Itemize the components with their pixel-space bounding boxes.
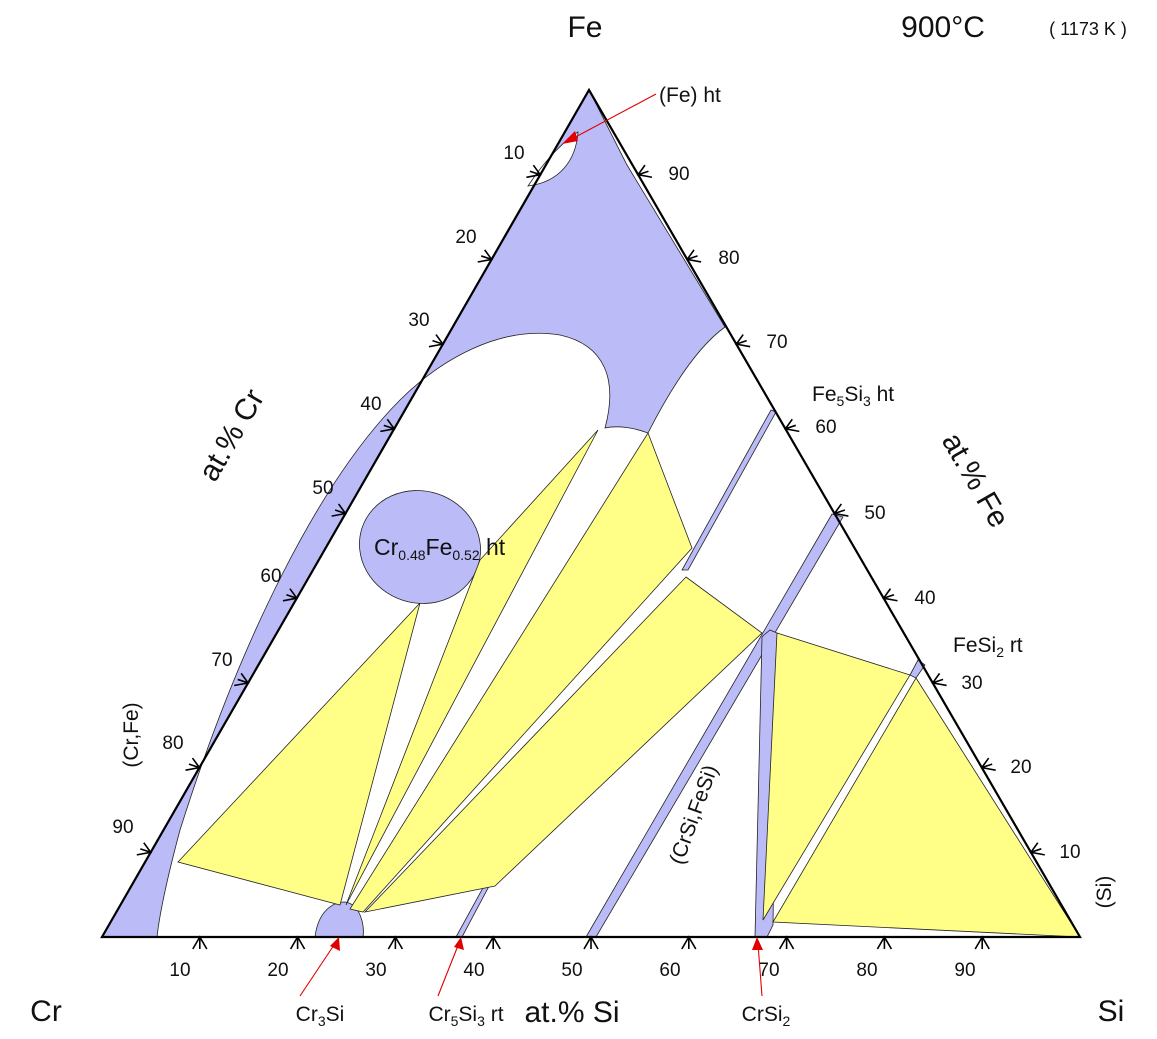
left-tick-label: 20	[455, 227, 476, 248]
right-tick-label: 40	[914, 588, 935, 609]
axis-tick	[477, 249, 493, 263]
axis-tick	[583, 935, 599, 950]
pointer-arrows	[299, 93, 763, 997]
three-phase-regions	[177, 429, 1081, 938]
corner-label-si: Si	[1098, 995, 1125, 1028]
axis-tick	[331, 503, 347, 517]
fesi2-band	[909, 659, 926, 679]
arrow-line-cr5si3	[437, 942, 460, 997]
right-tick-label: 90	[668, 164, 689, 185]
axis-tick	[282, 588, 299, 602]
bottom-tick-label: 80	[856, 960, 877, 981]
axis-tick	[876, 935, 893, 950]
axis-tick	[974, 935, 990, 950]
left-axis-ticks	[136, 164, 542, 856]
axis-title-cr: at.% Cr	[192, 384, 271, 487]
three-phase-crsi2-fesi2	[762, 632, 911, 921]
phase-label-cr3si: Cr3Si	[296, 1003, 345, 1029]
left-axis-tick-labels: 10 20 30 40 50 60 70 80 90	[112, 143, 524, 838]
bottom-tick-label: 50	[561, 960, 582, 981]
fe5si3-band	[681, 409, 777, 571]
left-tick-label: 90	[112, 817, 133, 838]
bottom-axis-tick-labels: 10 20 30 40 50 60 70 80 90	[169, 960, 975, 981]
arrow-head-crsi2	[752, 937, 763, 950]
axis-tick	[685, 249, 702, 263]
left-tick-label: 80	[162, 733, 183, 754]
axis-tick	[784, 418, 800, 433]
phase-label-cr5si3: Cr5Si3 rt	[428, 1003, 503, 1029]
axis-tick	[833, 503, 849, 517]
left-tick-label: 30	[408, 310, 429, 331]
three-phase-crsi2-fesi2-si	[772, 677, 1081, 938]
right-tick-label: 80	[718, 248, 739, 269]
bottom-tick-label: 70	[758, 960, 779, 981]
arrow-head-fe-ht	[562, 131, 578, 144]
axis-tick	[636, 164, 653, 179]
axis-title-si: at.% Si	[524, 996, 619, 1029]
temperature-kelvin: ( 1173 K )	[1049, 19, 1127, 39]
cr3si-region	[314, 901, 364, 938]
axis-tick	[185, 757, 201, 771]
arrow-head-cr5si3	[454, 937, 464, 950]
corner-label-cr: Cr	[30, 995, 62, 1028]
axis-tick	[931, 672, 947, 687]
bottom-tick-label: 20	[267, 960, 288, 981]
right-tick-label: 30	[961, 673, 982, 694]
axis-tick	[681, 935, 697, 950]
right-tick-label: 50	[864, 503, 885, 524]
right-tick-label: 10	[1059, 842, 1080, 863]
axis-tick	[734, 334, 751, 348]
phase-label-sigma: Cr0.48Fe0.52 ht	[374, 534, 506, 563]
axis-tick	[1029, 842, 1045, 856]
axis-tick	[380, 418, 396, 433]
phase-label-si: (Si)	[1093, 876, 1116, 909]
right-axis-ticks	[636, 164, 1045, 856]
axis-tick	[428, 334, 445, 348]
axis-tick	[234, 672, 250, 687]
right-tick-label: 20	[1010, 757, 1031, 778]
phase-label-crsi2: CrSi2	[742, 1003, 791, 1029]
axis-tick	[289, 935, 306, 950]
bottom-tick-label: 40	[463, 960, 484, 981]
axis-tick	[526, 164, 542, 179]
arrow-head-cr3si	[330, 937, 340, 951]
temperature-celsius: 900°C	[901, 11, 985, 44]
left-tick-label: 70	[211, 650, 232, 671]
left-tick-label: 50	[312, 478, 333, 499]
three-phase-cr3si-cr5si3-crsi	[363, 576, 763, 913]
axis-tick	[882, 588, 898, 602]
phase-label-crsi-fesi: (CrSi,FeSi)	[665, 762, 722, 867]
corner-label-fe: Fe	[567, 11, 602, 44]
arrow-line-crsi2	[757, 943, 763, 997]
left-tick-label: 60	[260, 566, 281, 587]
axis-tick	[485, 935, 501, 950]
bottom-tick-label: 10	[169, 960, 190, 981]
axis-title-fe: at.% Fe	[935, 427, 1015, 533]
arrow-line-cr3si	[299, 941, 337, 997]
right-tick-label: 70	[766, 332, 787, 353]
three-phase-sigma-cr3si-a	[345, 429, 599, 906]
bottom-tick-label: 60	[659, 960, 680, 981]
axis-tick	[778, 935, 795, 950]
phase-label-fe-ht: (Fe) ht	[659, 84, 721, 107]
axis-tick	[192, 935, 208, 950]
phase-label-crfe: (Cr,Fe)	[120, 702, 143, 767]
axis-tick	[387, 935, 404, 950]
right-axis-tick-labels: 10 20 30 40 50 60 70 80 90	[668, 164, 1080, 863]
axis-tick	[136, 842, 153, 856]
three-phase-crfe-sigma-cr3si	[177, 602, 421, 906]
right-tick-label: 60	[815, 417, 836, 438]
bottom-tick-label: 30	[365, 960, 386, 981]
left-tick-label: 10	[503, 143, 524, 164]
left-tick-label: 40	[360, 394, 381, 415]
arrow-line-fe-ht	[567, 93, 657, 142]
phase-label-fesi2: FeSi2 rt	[953, 634, 1023, 660]
phase-label-fe5si3: Fe5Si3 ht	[812, 383, 894, 409]
bottom-tick-label: 90	[954, 960, 975, 981]
three-phase-fe-cr3si-b	[349, 432, 693, 913]
axis-tick	[980, 757, 996, 771]
bottom-axis-ticks	[192, 935, 990, 950]
